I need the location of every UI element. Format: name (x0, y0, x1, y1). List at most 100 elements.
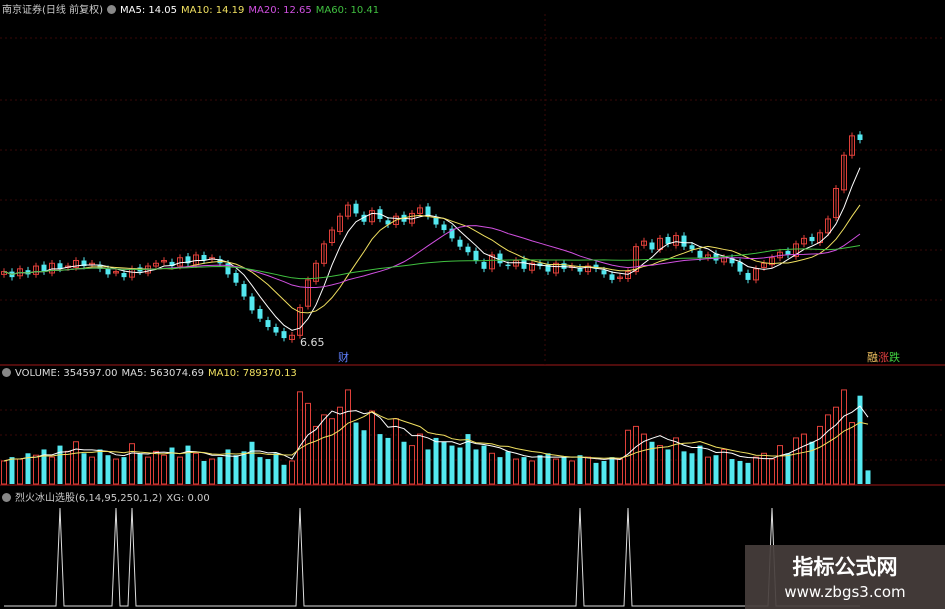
volume-bar (361, 430, 367, 484)
volume-bar (777, 445, 783, 485)
volume-bar (785, 453, 791, 484)
volume-bar (657, 445, 663, 485)
volume-bar (497, 457, 503, 484)
volume-bar (737, 460, 743, 484)
candle-body (201, 254, 207, 261)
volume-bar (217, 457, 223, 484)
candle-body (841, 154, 847, 191)
volume-bar (17, 458, 23, 485)
volume-bar (321, 414, 327, 485)
volume-bar (145, 456, 151, 485)
candle-body (505, 264, 511, 267)
ma5-value: MA5: 14.05 (119, 5, 177, 16)
volume-bar (297, 391, 303, 485)
ma60-value: MA60: 10.41 (315, 5, 380, 16)
volume-bar (225, 449, 231, 484)
candle-body (825, 218, 831, 234)
candle-body (441, 224, 447, 231)
candle-body (689, 245, 695, 250)
candle-body (673, 235, 679, 246)
volume-bar (465, 434, 471, 484)
candle-body (593, 264, 599, 269)
volume-bar (721, 448, 727, 485)
volume-bar (377, 434, 383, 484)
volume-bar (73, 441, 79, 485)
volume-bar (409, 445, 415, 485)
ma5-line (3, 167, 861, 331)
candle-body (697, 250, 703, 258)
candle-body (25, 270, 31, 275)
volume-bar (185, 445, 191, 484)
candle-body (617, 276, 623, 280)
volume-ma5-line (3, 405, 869, 462)
volume-bar (81, 453, 87, 484)
candle-body (337, 215, 343, 232)
volume-bar (249, 441, 255, 484)
candle-body (457, 239, 463, 247)
candle-body (553, 262, 559, 274)
candle-body (729, 257, 735, 264)
candle-body (489, 254, 495, 270)
volume-bar (449, 445, 455, 484)
tag-zhang: 涨 (878, 351, 889, 364)
low-price-label: 6.65 (300, 336, 325, 349)
volume-bar (425, 449, 431, 484)
vol-ma10-value: MA10: 789370.13 (207, 368, 297, 379)
candle-body (481, 261, 487, 269)
volume-bar (161, 454, 167, 485)
candle-body (233, 272, 239, 283)
indicator-header: 烈火冰山选股(6,14,95,250,1,2) XG: 0.00 (2, 489, 214, 504)
volume-bar (289, 460, 295, 485)
ma10-value: MA10: 14.19 (181, 5, 245, 16)
volume-bar (761, 452, 767, 485)
candle-body (57, 263, 63, 269)
settings-circle-icon[interactable] (106, 5, 116, 14)
volume-bar (553, 458, 559, 485)
volume-bar (353, 422, 359, 484)
settings-circle-icon[interactable] (2, 493, 11, 502)
volume-bar (1, 460, 7, 485)
volume-bar (697, 445, 703, 484)
candle-body (425, 206, 431, 217)
volume-bar (393, 418, 399, 485)
volume-bar (753, 456, 759, 485)
candle-body (625, 271, 631, 280)
volume-bar (745, 462, 751, 484)
volume-bar (665, 449, 671, 484)
volume-bar (385, 437, 391, 484)
volume-bar (489, 452, 495, 485)
candle-body (121, 272, 127, 278)
candle-body (857, 134, 863, 141)
candle-body (737, 261, 743, 272)
volume-bar (129, 443, 135, 485)
candle-body (585, 265, 591, 273)
settings-circle-icon[interactable] (2, 368, 11, 377)
candle-body (225, 263, 231, 275)
stock-title: 南京证券(日线 前复权) (2, 5, 103, 16)
candle-body (433, 217, 439, 225)
volume-bar (265, 459, 271, 484)
candle-body (601, 270, 607, 275)
volume-bar (649, 441, 655, 484)
volume-bar (337, 406, 343, 485)
candle-body (497, 253, 503, 264)
volume-bar (33, 454, 39, 485)
volume-bar (809, 441, 815, 484)
candle-body (641, 240, 647, 246)
ma20-value: MA20: 12.65 (248, 5, 312, 16)
volume-bar (841, 389, 847, 485)
candle-body (177, 257, 183, 267)
candle-body (465, 246, 471, 253)
cai-marker[interactable]: 财 (338, 351, 349, 364)
candle-body (161, 260, 167, 263)
candle-body (185, 256, 191, 264)
volume-bar (537, 455, 543, 484)
candle-body (753, 268, 759, 281)
volume-ma10-line (3, 411, 869, 462)
volume-bar (65, 450, 71, 485)
watermark-url: www.zbgs3.com (784, 583, 906, 601)
xg-signal-line (4, 507, 860, 607)
candle-body (73, 260, 79, 268)
vol-ma5-value: MA5: 563074.69 (121, 368, 204, 379)
